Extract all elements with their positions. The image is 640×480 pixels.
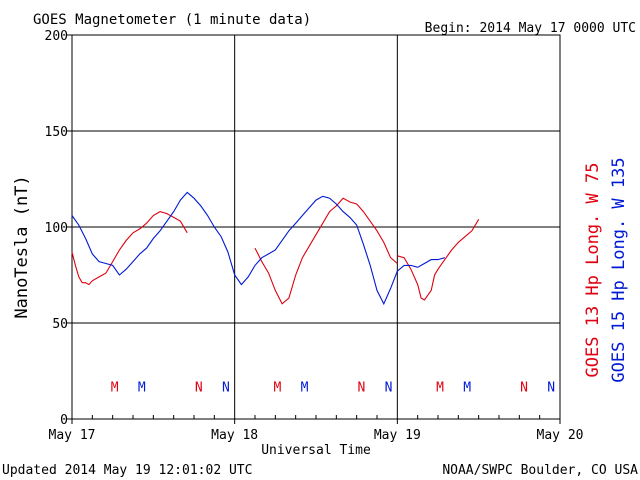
- credit-label: NOAA/SWPC Boulder, CO USA: [442, 463, 638, 478]
- marker-n: N: [547, 380, 555, 395]
- marker-n: N: [195, 380, 203, 395]
- legend-goes13: GOES 13 Hp Long. W 75: [583, 163, 603, 378]
- series-line-goes15: [71, 191, 445, 306]
- marker-m: M: [436, 380, 444, 395]
- marker-n: N: [222, 380, 230, 395]
- marker-m: M: [463, 380, 471, 395]
- begin-label: Begin: 2014 May 17 0000 UTC: [425, 21, 636, 36]
- grid-lines: [72, 35, 560, 419]
- marker-m: M: [138, 380, 146, 395]
- x-tick-label: May 18: [211, 428, 258, 443]
- legend-goes15: GOES 15 Hp Long. W 135: [609, 157, 629, 382]
- y-axis-label: NanoTesla (nT): [12, 175, 32, 318]
- series-line-goes13: [397, 219, 480, 301]
- marker-m: M: [273, 380, 281, 395]
- x-tick-label: May 19: [374, 428, 421, 443]
- marker-n: N: [520, 380, 528, 395]
- series-line-goes13: [254, 197, 398, 305]
- x-axis-ticks: May 17 May 18 May 19 May 20: [49, 415, 584, 443]
- y-tick-label: 200: [45, 29, 68, 44]
- series-line-goes13: [71, 211, 188, 286]
- x-tick-label: May 20: [537, 428, 584, 443]
- y-tick-label: 50: [52, 317, 68, 332]
- x-axis-label: Universal Time: [261, 443, 371, 458]
- x-tick-label: May 17: [49, 428, 96, 443]
- updated-timestamp: Updated 2014 May 19 12:01:02 UTC: [2, 463, 252, 478]
- y-tick-label: 150: [45, 125, 68, 140]
- marker-n: N: [385, 380, 393, 395]
- chart-title: GOES Magnetometer (1 minute data): [33, 12, 311, 28]
- series-lines: [71, 191, 480, 306]
- y-tick-label: 0: [60, 413, 68, 428]
- marker-m: M: [111, 380, 119, 395]
- marker-m: M: [301, 380, 309, 395]
- y-axis-ticks: 0 50 100 150 200: [45, 29, 72, 428]
- y-tick-label: 100: [45, 221, 68, 236]
- marker-n: N: [357, 380, 365, 395]
